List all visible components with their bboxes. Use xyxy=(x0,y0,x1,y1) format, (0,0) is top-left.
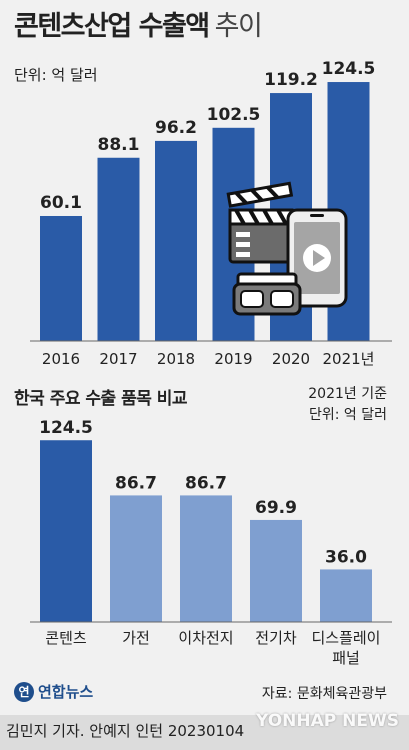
value-label: 124.5 xyxy=(322,59,376,79)
bar-2016 xyxy=(40,215,82,341)
bar-2018 xyxy=(155,140,197,341)
unit-label-bottom: 단위: 억 달러 xyxy=(308,407,387,423)
value-label: 60.1 xyxy=(40,193,82,213)
bar-item-2 xyxy=(180,495,232,622)
logo-text: 연합뉴스 xyxy=(38,683,94,701)
value-label: 119.2 xyxy=(264,70,318,90)
bar-item-0 xyxy=(40,440,92,622)
category-label: 2017 xyxy=(99,350,137,368)
bar-item-3 xyxy=(250,519,302,622)
clapperboard-icon xyxy=(226,181,294,264)
category-label: 디스플레이 xyxy=(311,629,380,647)
title-bold: 콘텐츠산업 수출액 xyxy=(14,11,210,42)
smartphone-icon xyxy=(286,208,348,308)
category-label: 전기차 xyxy=(255,629,297,647)
source-label: 자료: 문화체육관광부 xyxy=(261,686,387,702)
basis-year-label: 2021년 기준 xyxy=(308,386,387,402)
bar-item-1 xyxy=(110,495,162,622)
export-trend-chart: 60.1 2016 88.1 2017 96.2 2018 102.5 2019 119.2 20… xyxy=(30,59,392,368)
yonhap-logo: 연 연합뉴스 xyxy=(14,681,93,702)
value-label: 96.2 xyxy=(155,118,197,138)
value-label: 36.0 xyxy=(325,547,367,567)
category-label: 2019 xyxy=(214,350,252,368)
category-label: 2020 xyxy=(272,350,310,368)
unit-label-top: 단위: 억 달러 xyxy=(14,66,98,84)
chart-title: 콘텐츠산업 수출액 추이 xyxy=(14,4,263,43)
comparison-title: 한국 주요 수출 품목 비교 xyxy=(14,389,188,409)
bar-2017 xyxy=(97,157,140,341)
category-label: 이차전지 xyxy=(178,629,233,647)
value-label: 124.5 xyxy=(39,418,93,438)
category-label: 콘텐츠 xyxy=(45,629,87,647)
title-light: 추이 xyxy=(214,11,263,42)
value-label: 69.9 xyxy=(255,498,297,518)
vr-headset-icon xyxy=(232,272,302,316)
value-label: 86.7 xyxy=(185,473,227,493)
category-label: 패널 xyxy=(332,649,360,667)
value-label: 86.7 xyxy=(115,473,157,493)
bar-item-4 xyxy=(320,569,372,622)
credit-line: 김민지 기자. 안예지 인턴 20230104 xyxy=(6,722,245,740)
category-label: 2021년 xyxy=(323,350,375,368)
category-label: 2016 xyxy=(42,350,80,368)
infographic-card: 콘텐츠산업 수출액 추이 단위: 억 달러 60.1 2016 88.1 2017 96.… xyxy=(0,0,409,715)
watermark: YONHAP NEWS xyxy=(256,711,399,731)
value-label: 88.1 xyxy=(98,135,140,155)
value-label: 102.5 xyxy=(207,105,261,125)
category-label: 가전 xyxy=(122,629,150,647)
yonhap-logo-icon: 연 xyxy=(14,681,34,702)
category-label: 2018 xyxy=(157,350,195,368)
